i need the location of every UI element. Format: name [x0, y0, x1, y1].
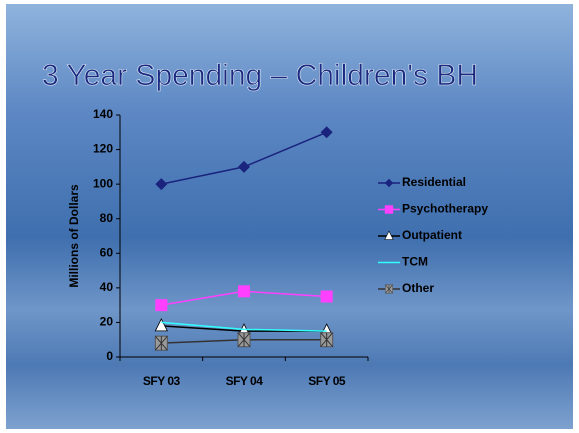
legend-label: Psychotherapy	[402, 202, 488, 216]
legend-label: TCM	[402, 255, 428, 269]
slide-title: 3 Year Spending – Children's BH	[42, 59, 478, 92]
y-tick-label: 80	[100, 211, 114, 225]
data-point	[155, 299, 167, 311]
data-point	[155, 336, 167, 350]
y-tick-label: 100	[93, 176, 113, 190]
y-axis-label: Millions of Dollars	[67, 184, 81, 288]
data-point	[238, 333, 250, 347]
legend-label: Outpatient	[402, 228, 462, 242]
data-point	[321, 333, 333, 347]
y-tick-label: 140	[93, 107, 113, 121]
legend-label: Other	[402, 281, 434, 295]
y-tick-label: 120	[93, 142, 113, 156]
y-tick-label: 20	[100, 315, 114, 329]
x-tick-label: SFY 04	[226, 374, 264, 388]
legend-marker	[385, 205, 393, 213]
x-tick-label: SFY 05	[308, 374, 346, 388]
data-point	[321, 291, 333, 303]
legend-marker	[385, 285, 392, 293]
data-point	[238, 285, 250, 297]
x-tick-label: SFY 03	[143, 374, 181, 388]
slide: 3 Year Spending – Children's BH Millions…	[0, 0, 579, 433]
legend-label: Residential	[402, 175, 466, 189]
y-tick-label: 0	[106, 349, 113, 363]
y-tick-label: 40	[100, 280, 114, 294]
y-tick-label: 60	[100, 245, 114, 259]
